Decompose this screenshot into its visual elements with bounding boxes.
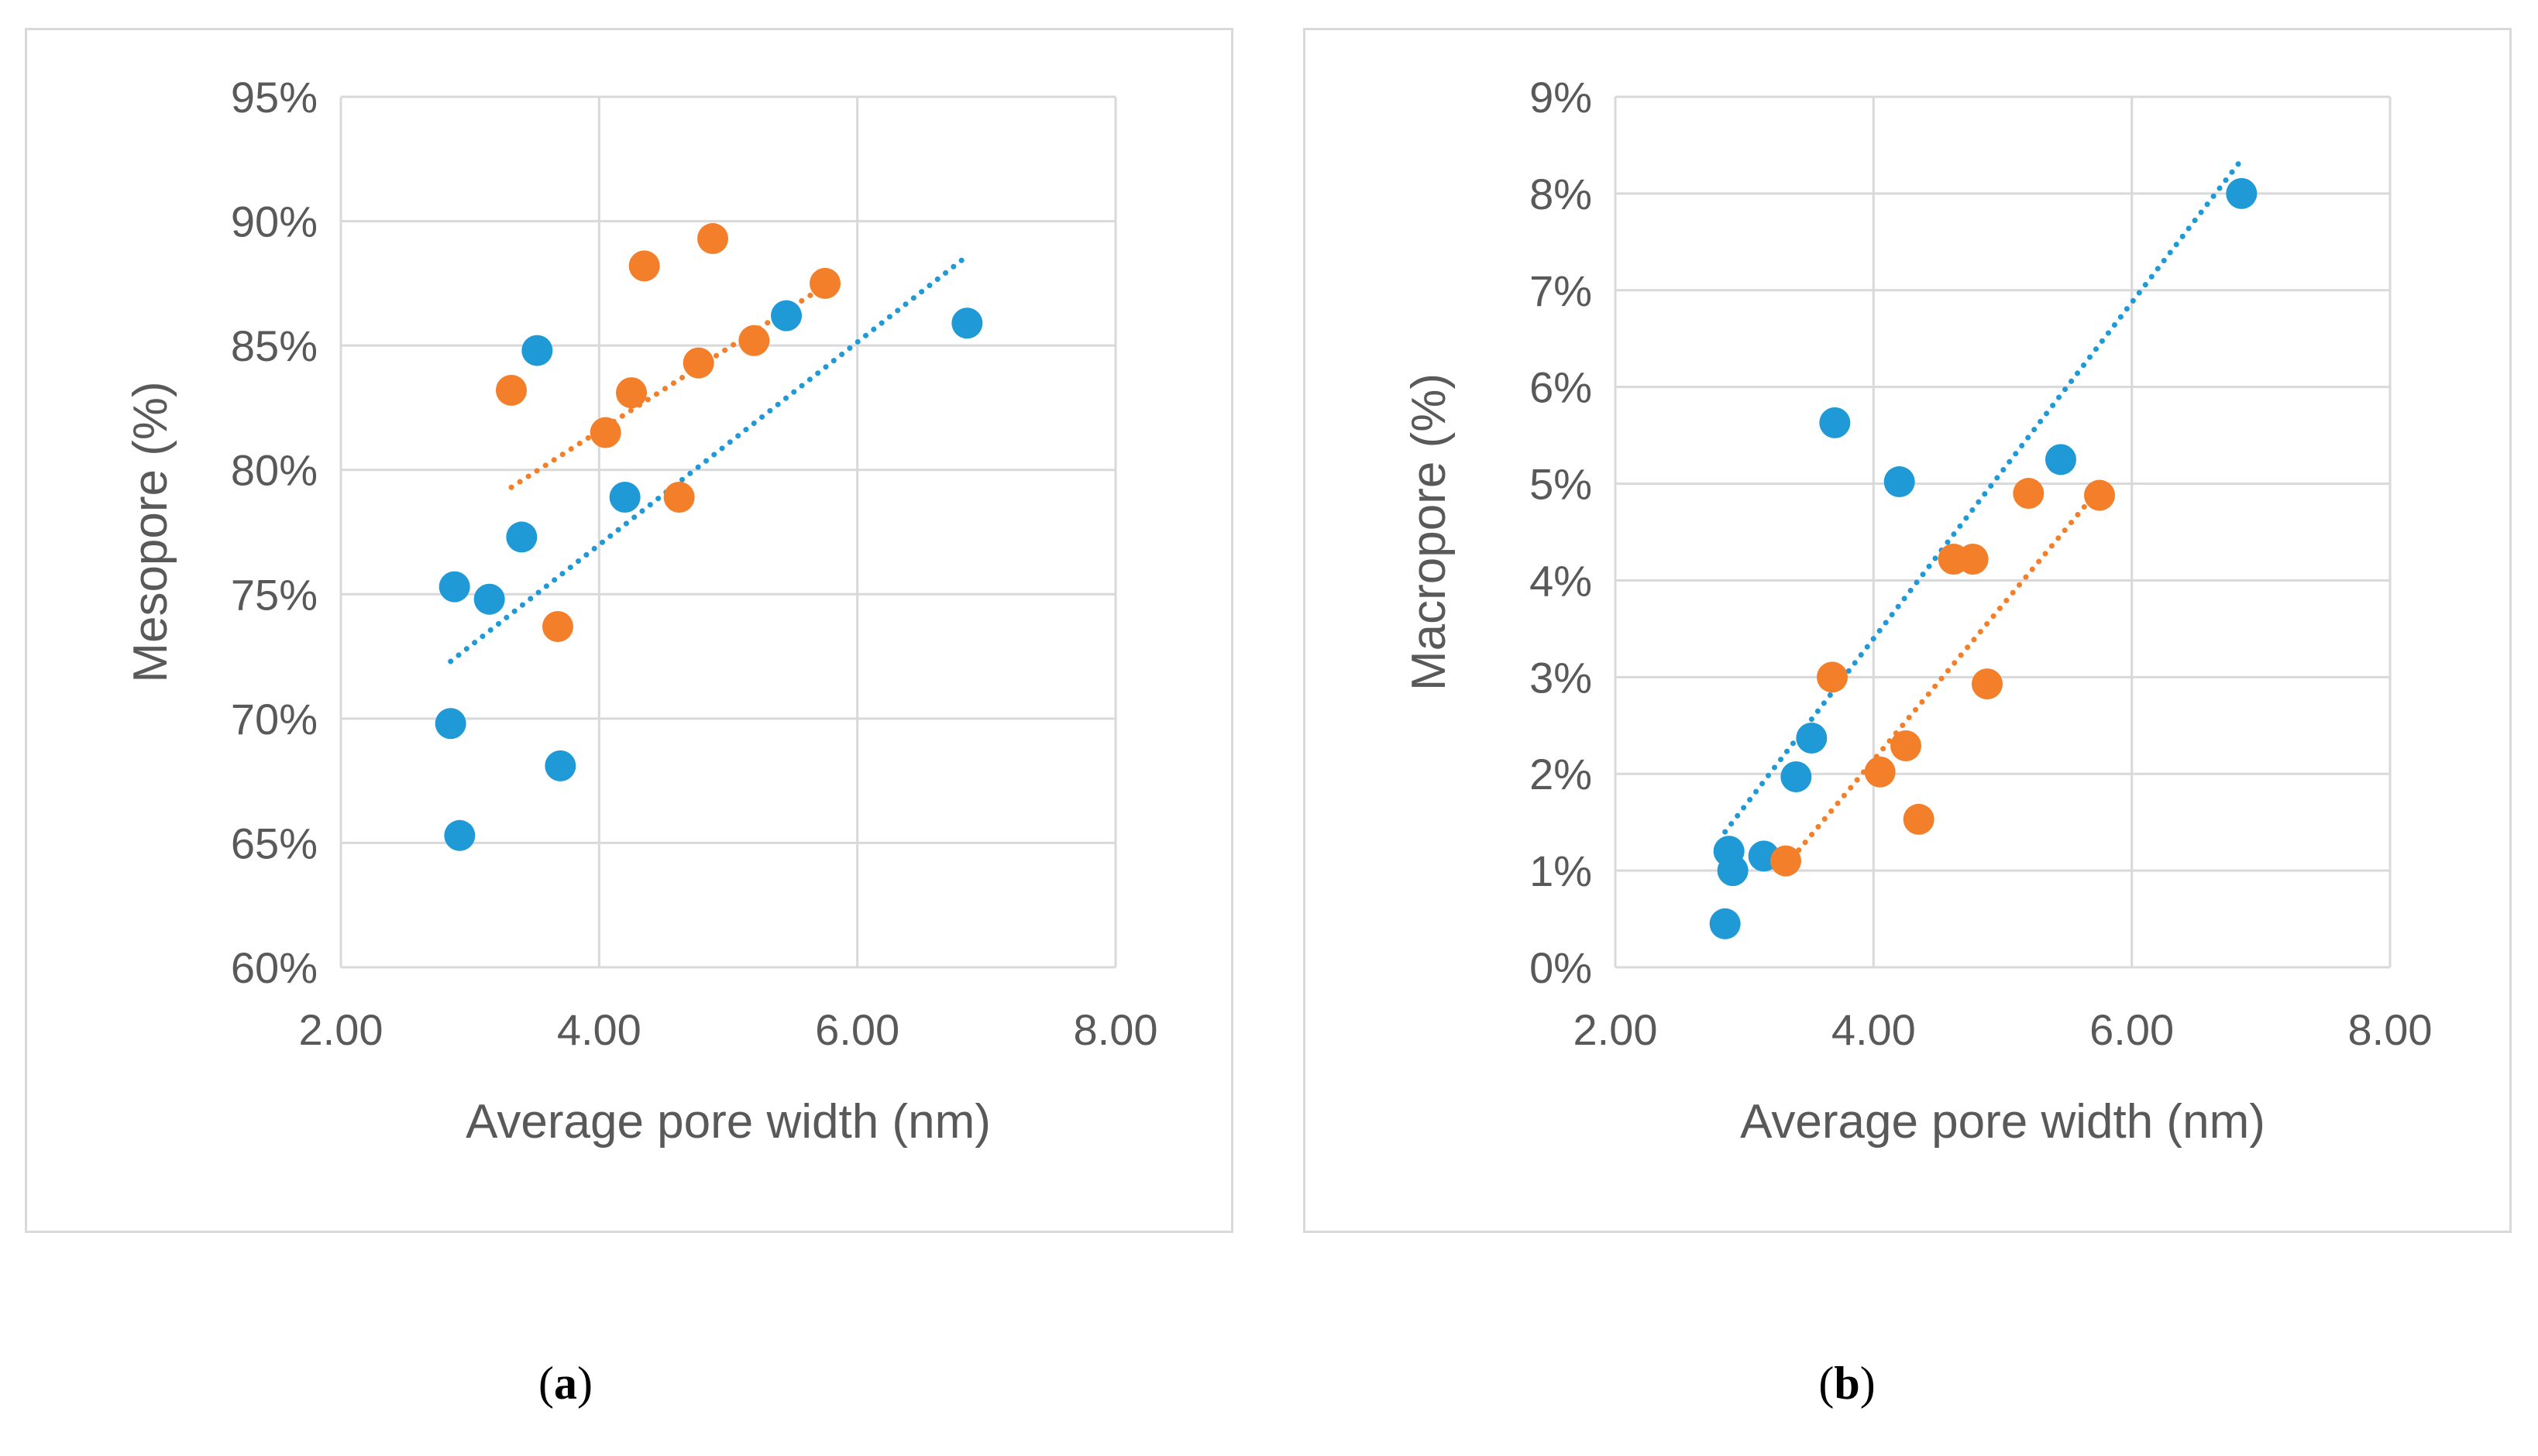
caption-a-close: ): [577, 1358, 593, 1409]
chart-panel-a: 60% 65% 70% 75% 80% 85% 90% 95% 2.00 4.00 6.00 8.00…: [25, 28, 1233, 1233]
chart-a-point-series-1-6: [545, 750, 576, 781]
chart-a-ytick-label: 65%: [231, 819, 318, 867]
chart-a-point-series-2-2: [590, 417, 621, 448]
chart-b-point-series-2-9: [2084, 479, 2115, 511]
chart-a-ytick-label: 70%: [231, 695, 318, 743]
chart-a-svg: 60% 65% 70% 75% 80% 85% 90% 95% 2.00 4.00 6.00 8.00…: [124, 73, 1158, 1149]
chart-a-y-axis-title: Mesopore (%): [124, 381, 177, 682]
chart-b-point-series-2-8: [2013, 478, 2044, 510]
chart-a-xtick-label: 2.00: [299, 1005, 383, 1054]
chart-b-point-series-2-1: [1817, 661, 1848, 693]
chart-b-point-series-1-5: [1796, 723, 1828, 754]
chart-b-point-series-2-7: [1972, 668, 2003, 700]
chart-b-y-axis-title: Macropore (%): [1402, 373, 1456, 691]
chart-b-point-series-1-6: [1819, 407, 1851, 438]
chart-a-point-series-2-0: [496, 374, 527, 406]
chart-b-ytick-label: 6%: [1529, 363, 1592, 412]
chart-b-x-axis-title: Average pore width (nm): [1740, 1095, 2265, 1149]
caption-b-letter: b: [1834, 1358, 1860, 1409]
chart-b-svg: 0% 1% 2% 3% 4% 5% 6% 7% 8% 9% 2.00 4.00 6.00 8.00 Aver…: [1402, 73, 2433, 1149]
chart-b-xtick-label: 4.00: [1831, 1005, 1916, 1054]
chart-a-ytick-label: 60%: [231, 943, 318, 992]
caption-b-close: ): [1859, 1358, 1876, 1409]
chart-a-ytick-label: 95%: [231, 73, 318, 122]
chart-a-trendline-series-2: [508, 283, 828, 490]
chart-b-point-series-2-2: [1864, 756, 1896, 788]
chart-b-ytick-label: 7%: [1529, 266, 1592, 315]
chart-a-point-series-2-6: [683, 347, 714, 379]
chart-b-point-series-1-0: [1709, 908, 1741, 939]
chart-a-x-axis-title: Average pore width (nm): [466, 1095, 991, 1149]
caption-a-letter: a: [554, 1358, 577, 1409]
chart-a-point-series-2-1: [542, 611, 573, 643]
chart-b-point-series-2-3: [1890, 730, 1921, 762]
chart-b-ytick-label: 9%: [1529, 73, 1592, 122]
chart-a-point-series-2-5: [663, 482, 695, 513]
chart-a-point-series-1-5: [521, 335, 553, 366]
chart-b-point-series-1-9: [2226, 177, 2258, 209]
chart-a-point-series-1-0: [435, 708, 466, 740]
chart-a-point-series-1-2: [444, 819, 476, 851]
chart-b-ytick-label: 2%: [1529, 750, 1592, 798]
chart-b-point-series-2-4: [1903, 803, 1934, 835]
chart-a-ytick-label: 90%: [231, 197, 318, 246]
chart-a-point-series-1-3: [473, 583, 505, 615]
chart-b-point-series-1-8: [2045, 444, 2076, 476]
chart-a-point-series-2-8: [738, 325, 770, 356]
chart-a-ytick-label: 75%: [231, 570, 318, 619]
caption-a: (a): [488, 1357, 643, 1410]
caption-a-open: (: [538, 1358, 554, 1409]
chart-a-point-series-2-3: [616, 377, 647, 409]
chart-a-point-series-2-9: [810, 267, 841, 299]
chart-b-ytick-label: 3%: [1529, 653, 1592, 702]
chart-a-point-series-1-8: [771, 300, 802, 331]
chart-b-trendline-series-1: [1722, 156, 2244, 835]
chart-a-xtick-label: 8.00: [1074, 1005, 1158, 1054]
chart-b-ytick-label: 4%: [1529, 556, 1592, 605]
chart-a-point-series-2-4: [628, 250, 660, 282]
chart-a-point-series-1-9: [951, 307, 983, 339]
chart-panel-b: 0% 1% 2% 3% 4% 5% 6% 7% 8% 9% 2.00 4.00 6.00 8.00 Aver…: [1303, 28, 2512, 1233]
chart-b-ytick-label: 5%: [1529, 460, 1592, 509]
chart-a-ytick-label: 80%: [231, 446, 318, 495]
chart-b-ytick-label: 0%: [1529, 943, 1592, 992]
chart-a-point-series-1-4: [506, 521, 538, 553]
chart-a-point-series-2-7: [697, 223, 728, 255]
chart-b-ytick-label: 8%: [1529, 170, 1592, 218]
chart-b-xtick-label: 8.00: [2348, 1005, 2433, 1054]
chart-b-point-series-1-7: [1883, 466, 1915, 498]
chart-a-ytick-label: 85%: [231, 321, 318, 370]
chart-b-point-series-1-4: [1780, 761, 1812, 792]
chart-a-xtick-label: 4.00: [557, 1005, 641, 1054]
chart-b-xtick-label: 2.00: [1573, 1005, 1658, 1054]
chart-a-xtick-label: 6.00: [815, 1005, 899, 1054]
chart-b-trendline-series-2: [1783, 486, 2103, 869]
chart-b-xtick-label: 6.00: [2089, 1005, 2174, 1054]
chart-b-point-series-2-0: [1770, 845, 1801, 877]
chart-b-point-series-2-6: [1957, 543, 1989, 575]
caption-b: (b): [1769, 1357, 1924, 1410]
chart-a-point-series-1-7: [609, 482, 641, 513]
chart-b-ytick-label: 1%: [1529, 846, 1592, 895]
caption-b-open: (: [1818, 1358, 1835, 1409]
chart-a-trendline-series-1: [448, 253, 970, 664]
chart-b-point-series-1-2: [1717, 855, 1749, 887]
chart-a-point-series-1-1: [438, 571, 470, 603]
